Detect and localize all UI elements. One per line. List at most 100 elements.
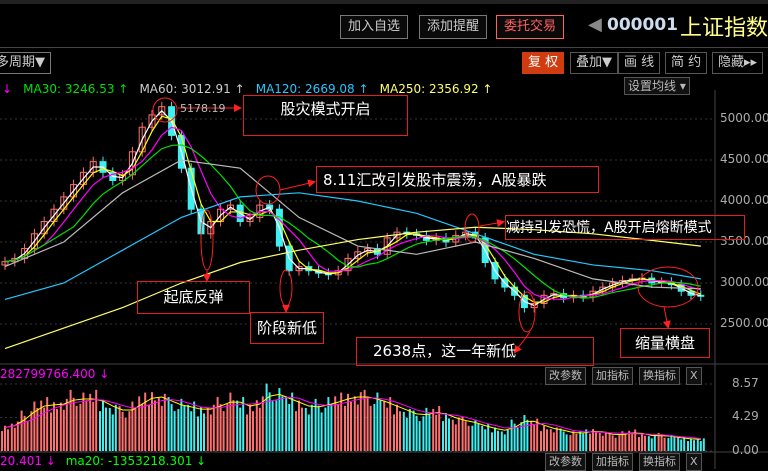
volume-bar bbox=[46, 397, 49, 451]
annotation-2638-low: 2638点，这一年新低 bbox=[356, 337, 594, 366]
bottom-params-button[interactable]: 改参数 bbox=[545, 453, 586, 471]
volume-bar bbox=[408, 408, 411, 451]
volume-bar bbox=[428, 413, 431, 451]
ma-legend: ↓ MA30: 3246.53 ↑ MA60: 3012.91 ↑ MA120:… bbox=[2, 82, 493, 96]
volume-switch-indicator-button[interactable]: 换指标 bbox=[639, 367, 680, 385]
volume-add-indicator-button[interactable]: 加指标 bbox=[592, 367, 633, 385]
annotation-circle bbox=[464, 213, 480, 243]
volume-bar bbox=[477, 423, 480, 451]
bottom-switch-indicator-button[interactable]: 换指标 bbox=[639, 453, 680, 471]
volume-bar bbox=[513, 423, 516, 451]
volume-bar bbox=[95, 389, 98, 451]
candle-body bbox=[354, 251, 362, 259]
add-watchlist-button[interactable]: 加入自选 bbox=[340, 15, 409, 39]
volume-bar bbox=[589, 433, 591, 451]
volume-bar bbox=[138, 396, 141, 451]
volume-bar bbox=[148, 404, 150, 451]
volume-bar bbox=[330, 404, 333, 451]
volume-bar bbox=[373, 403, 376, 451]
volume-bar bbox=[10, 423, 13, 451]
annotation-arrow bbox=[662, 306, 671, 329]
volume-bar bbox=[638, 437, 640, 451]
volume-bar bbox=[36, 408, 39, 451]
volume-bar bbox=[491, 432, 493, 451]
volume-bar bbox=[212, 404, 215, 451]
volume-params-button[interactable]: 改参数 bbox=[545, 367, 586, 385]
volume-bar bbox=[396, 404, 398, 451]
volume-bar bbox=[565, 434, 568, 451]
volume-bar bbox=[121, 411, 124, 451]
candle-body bbox=[383, 237, 391, 255]
top-border bbox=[0, 0, 768, 4]
volume-bar bbox=[442, 421, 444, 451]
volume-bar bbox=[26, 421, 29, 451]
volume-bar bbox=[334, 396, 337, 451]
volume-bar bbox=[99, 411, 101, 451]
volume-bar bbox=[229, 392, 232, 451]
add-alert-button[interactable]: 添加提醒 bbox=[419, 15, 488, 39]
volume-bar bbox=[454, 424, 457, 451]
volume-bar bbox=[16, 421, 19, 451]
volume-bar bbox=[543, 425, 545, 451]
volume-bar bbox=[516, 427, 519, 451]
volume-ma10-line bbox=[4, 396, 701, 439]
volume-bar bbox=[356, 404, 359, 451]
volume-bar bbox=[631, 433, 634, 451]
volume-close-button[interactable]: X bbox=[686, 367, 702, 385]
volume-bar bbox=[304, 408, 307, 451]
volume-bar bbox=[4, 425, 6, 451]
period-dropdown[interactable]: 多周期▼ bbox=[0, 52, 51, 74]
volume-bar bbox=[546, 429, 548, 451]
volume-bar bbox=[79, 403, 82, 451]
volume-bar bbox=[448, 418, 450, 451]
volume-bar bbox=[533, 424, 536, 451]
volume-bar bbox=[252, 411, 254, 451]
volume-bar bbox=[222, 411, 225, 451]
trade-button[interactable]: 委托交易 bbox=[496, 15, 565, 39]
draw-line-button[interactable]: 画 线 bbox=[618, 52, 661, 74]
volume-bar bbox=[618, 435, 621, 451]
fuquan-button[interactable]: 复 权 bbox=[522, 52, 565, 74]
ma-settings-dropdown[interactable]: 设置均线 ▾ bbox=[624, 77, 690, 95]
volume-bar bbox=[683, 436, 686, 451]
volume-bar bbox=[572, 431, 575, 451]
candle-body bbox=[246, 216, 254, 222]
ma120-line bbox=[4, 192, 701, 300]
volume-bar bbox=[474, 419, 477, 451]
overlay-button[interactable]: 叠加▼ bbox=[570, 52, 618, 74]
annotation-consolidation: 缩量横盘 bbox=[620, 328, 710, 358]
volume-bar bbox=[43, 407, 46, 451]
simple-button[interactable]: 简 约 bbox=[665, 52, 708, 74]
hide-button[interactable]: 隐藏▸▸ bbox=[712, 52, 764, 74]
volume-bar bbox=[506, 429, 509, 451]
candle-body bbox=[540, 294, 548, 304]
volume-bar bbox=[418, 421, 421, 451]
volume-bar bbox=[160, 405, 163, 451]
bottom-add-indicator-button[interactable]: 加指标 bbox=[592, 453, 633, 471]
volume-bar bbox=[298, 400, 300, 451]
stock-code: 000001 bbox=[607, 15, 678, 35]
prev-stock-icon[interactable]: ◀ bbox=[588, 14, 602, 35]
volume-bar bbox=[425, 407, 428, 451]
volume-bar bbox=[467, 425, 470, 451]
volume-bar bbox=[347, 393, 349, 451]
price-tick-label: 4500.00 bbox=[720, 152, 768, 166]
volume-bar bbox=[677, 437, 680, 451]
volume-bar bbox=[484, 429, 487, 451]
volume-bar bbox=[92, 401, 95, 451]
volume-bar bbox=[190, 411, 193, 451]
volume-bar bbox=[157, 397, 160, 451]
volume-bar bbox=[69, 389, 72, 451]
volume-bar bbox=[526, 419, 529, 451]
volume-bar bbox=[50, 412, 52, 451]
bottom-close-button[interactable]: X bbox=[686, 453, 702, 471]
volume-bar bbox=[75, 405, 78, 451]
volume-bar bbox=[579, 430, 582, 451]
volume-bar bbox=[151, 392, 153, 451]
volume-bar bbox=[464, 421, 467, 451]
volume-bar bbox=[399, 411, 401, 451]
volume-tick-label: 0.00 bbox=[732, 443, 759, 457]
volume-bar bbox=[301, 407, 303, 451]
annotation-circle bbox=[255, 175, 281, 205]
volume-bar bbox=[141, 403, 144, 451]
